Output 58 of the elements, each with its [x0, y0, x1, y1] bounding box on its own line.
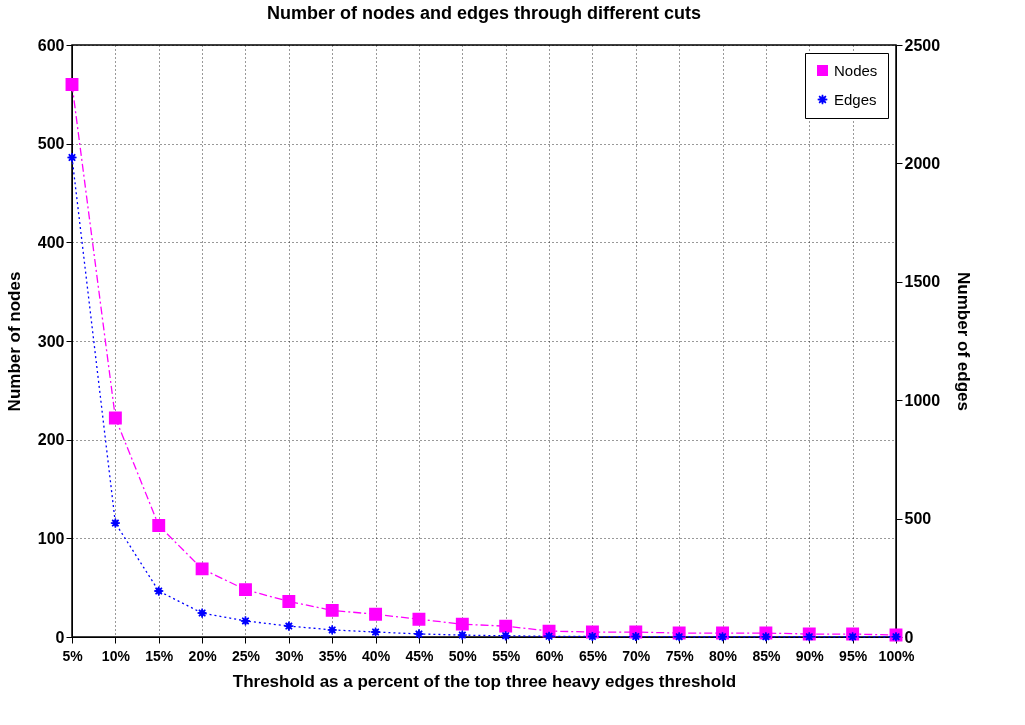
x-tick-label: 30% — [275, 647, 304, 664]
y2-tick-label: 2000 — [904, 154, 941, 172]
y-tick-label: 100 — [37, 529, 65, 547]
x-tick-label: 65% — [578, 647, 608, 664]
point — [543, 631, 555, 642]
y-tick-label: 0 — [55, 628, 65, 646]
point — [760, 631, 772, 642]
point — [673, 631, 685, 642]
x-tick-label: 80% — [709, 647, 738, 664]
x-tick-label: 5% — [62, 647, 84, 664]
y2-tick-label: 2500 — [904, 36, 941, 54]
y2-tick-label: 500 — [904, 510, 932, 528]
legend-label: Edges — [834, 90, 877, 108]
y-axis-title: Number of nodes — [4, 271, 24, 412]
y2-tick-label: 0 — [904, 628, 914, 646]
point — [195, 562, 209, 576]
x-tick-label: 50% — [448, 647, 478, 664]
y-tick-label: 300 — [37, 332, 65, 350]
point — [108, 411, 122, 425]
point — [65, 78, 79, 91]
x-tick-label: 45% — [405, 647, 434, 664]
x-tick-label: 40% — [362, 647, 391, 664]
x-tick-label: 90% — [795, 647, 825, 664]
y2-tick-label: 1500 — [904, 273, 941, 291]
point — [283, 620, 295, 632]
point — [413, 628, 425, 640]
x-tick-label: 85% — [752, 647, 781, 664]
x-tick-label: 25% — [231, 647, 261, 664]
x-tick-label: 60% — [535, 647, 565, 664]
y2-axis-title: Number of edges — [954, 272, 974, 411]
x-tick-label: 70% — [622, 647, 651, 664]
x-axis-title: Threshold as a percent of the top three heavy edges threshold — [232, 671, 737, 691]
x-tick-label: 35% — [318, 647, 348, 664]
point — [412, 612, 426, 626]
chart-title: Number of nodes and edges through different cuts — [266, 3, 702, 23]
point — [499, 619, 513, 633]
point — [326, 624, 338, 636]
y-tick-label: 600 — [37, 36, 65, 54]
point — [239, 583, 252, 597]
x-tick-label: 15% — [145, 647, 174, 664]
y-tick-label: 400 — [37, 233, 65, 251]
x-tick-label: 95% — [839, 647, 868, 664]
point — [455, 617, 469, 631]
y2-tick-label: 1000 — [904, 391, 941, 409]
x-tick-label: 20% — [188, 647, 218, 664]
point — [325, 603, 339, 617]
point — [282, 595, 296, 608]
point — [369, 607, 383, 621]
x-tick-label: 75% — [665, 647, 695, 664]
point — [152, 519, 166, 532]
point — [153, 585, 164, 597]
x-tick-label: 10% — [101, 647, 131, 664]
x-tick-label: 55% — [492, 647, 521, 664]
y-tick-label: 500 — [37, 135, 65, 153]
legend-label: Nodes — [834, 61, 878, 79]
point — [196, 607, 208, 619]
y-tick-label: 200 — [37, 431, 65, 449]
x-tick-label: 100% — [878, 647, 915, 664]
